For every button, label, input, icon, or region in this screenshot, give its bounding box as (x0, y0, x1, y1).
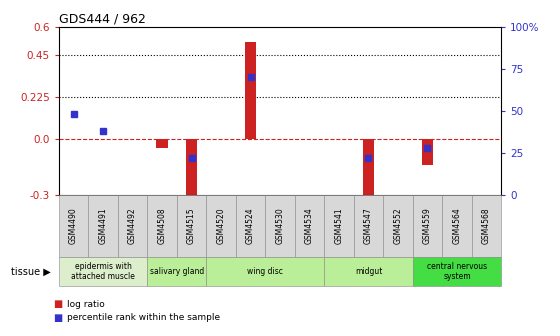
Text: GSM4492: GSM4492 (128, 208, 137, 244)
Text: GSM4491: GSM4491 (99, 208, 108, 244)
Bar (156, 139, 168, 148)
Text: percentile rank within the sample: percentile rank within the sample (67, 313, 220, 322)
Text: GSM4515: GSM4515 (187, 208, 196, 244)
Text: salivary gland: salivary gland (150, 267, 204, 276)
Text: GSM4568: GSM4568 (482, 208, 491, 244)
Text: GSM4534: GSM4534 (305, 208, 314, 244)
Text: central nervous
system: central nervous system (427, 262, 487, 281)
Bar (185, 139, 198, 199)
Text: GSM4541: GSM4541 (334, 208, 343, 244)
Text: GSM4490: GSM4490 (69, 208, 78, 244)
Text: ■: ■ (53, 312, 63, 323)
Bar (422, 139, 433, 165)
Text: midgut: midgut (355, 267, 382, 276)
Text: GSM4547: GSM4547 (364, 208, 373, 244)
Text: ■: ■ (53, 299, 63, 309)
Text: wing disc: wing disc (248, 267, 283, 276)
Text: epidermis with
attached muscle: epidermis with attached muscle (71, 262, 135, 281)
Text: GSM4520: GSM4520 (217, 208, 226, 244)
Text: GSM4552: GSM4552 (394, 208, 403, 244)
Text: tissue ▶: tissue ▶ (11, 266, 51, 276)
Bar (245, 42, 256, 139)
Text: GSM4530: GSM4530 (276, 208, 284, 244)
Text: GSM4564: GSM4564 (452, 208, 461, 244)
Text: GDS444 / 962: GDS444 / 962 (59, 13, 146, 26)
Text: GSM4559: GSM4559 (423, 208, 432, 244)
Text: GSM4524: GSM4524 (246, 208, 255, 244)
Text: GSM4508: GSM4508 (157, 208, 166, 244)
Text: log ratio: log ratio (67, 300, 105, 308)
Bar (362, 139, 375, 214)
